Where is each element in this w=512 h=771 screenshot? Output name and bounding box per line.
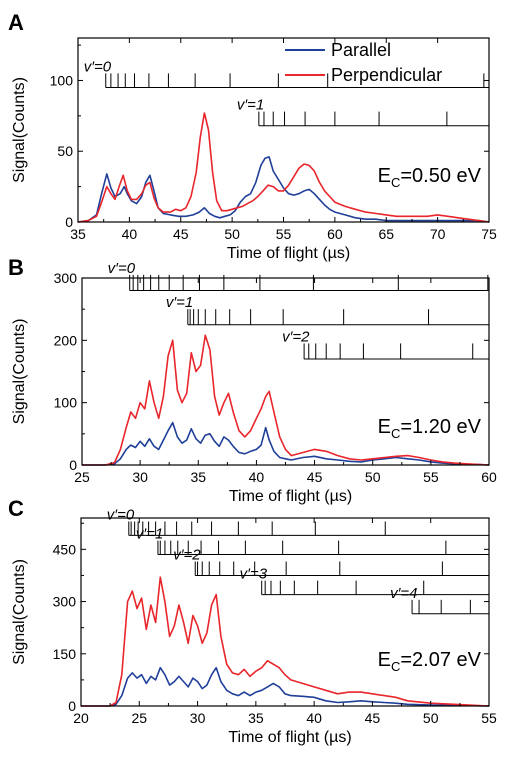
x-tick-label: 55	[276, 226, 292, 242]
x-tick-label: 70	[430, 226, 446, 242]
x-tick-label: 75	[481, 226, 497, 242]
energy-label-value: =0.50 eV	[400, 165, 481, 187]
x-tick-label: 20	[73, 710, 89, 726]
series-line-perpendicular	[82, 334, 490, 466]
x-tick-label: 40	[249, 469, 265, 485]
y-tick-label: 450	[53, 541, 77, 557]
y-axis-label: Signal(Counts)	[11, 77, 28, 183]
x-tick-label: 35	[70, 226, 86, 242]
legend-entry: Perpendicular	[331, 65, 442, 85]
axes-frame	[80, 517, 490, 707]
x-tick-label: 50	[224, 226, 240, 242]
x-tick-label: 30	[190, 710, 206, 726]
panel-letter: A	[8, 10, 24, 35]
series-line-parallel	[81, 666, 490, 707]
x-tick-label: 65	[378, 226, 394, 242]
x-tick-label: 30	[132, 469, 148, 485]
x-tick-label: 55	[423, 469, 439, 485]
energy-label-prefix: E	[378, 649, 391, 671]
y-axis-label: Signal(Counts)	[11, 559, 28, 665]
energy-label: EC=1.20 eV	[378, 416, 482, 441]
series-line-parallel	[82, 421, 490, 466]
x-tick-label: 50	[365, 469, 381, 485]
x-tick-label: 35	[190, 469, 206, 485]
progression-label: v′=1	[136, 526, 163, 543]
panel-letter: C	[8, 496, 24, 521]
x-tick-label: 25	[74, 469, 90, 485]
x-tick-label: 60	[327, 226, 343, 242]
x-axis-label: Time of flight (µs)	[227, 245, 350, 262]
x-tick-label: 25	[131, 710, 147, 726]
y-tick-label: 150	[53, 646, 77, 662]
energy-label: EC=2.07 eV	[378, 649, 482, 674]
x-tick-label: 40	[122, 226, 138, 242]
y-tick-label: 300	[54, 270, 78, 286]
y-tick-label: 50	[57, 143, 73, 159]
energy-label-sub: C	[391, 175, 400, 190]
energy-label-value: =1.20 eV	[400, 416, 481, 438]
y-tick-label: 0	[65, 214, 73, 230]
x-tick-label: 45	[365, 710, 381, 726]
legend-entry: Parallel	[331, 40, 391, 60]
x-tick-label: 60	[481, 469, 497, 485]
x-tick-label: 40	[306, 710, 322, 726]
series-line-parallel	[77, 156, 490, 223]
series-line-perpendicular	[81, 576, 490, 707]
energy-label-sub: C	[391, 659, 400, 674]
x-axis-label: Time of flight (µs)	[228, 729, 351, 746]
x-tick-label: 45	[307, 469, 323, 485]
y-tick-label: 100	[54, 395, 78, 411]
y-tick-label: 0	[69, 457, 77, 473]
progression-label: v′=2	[173, 547, 201, 564]
x-tick-label: 35	[248, 710, 264, 726]
x-tick-label: 55	[481, 710, 497, 726]
progression-label: v′=0	[108, 260, 136, 277]
panel-letter: B	[8, 255, 24, 280]
energy-label-sub: C	[391, 426, 400, 441]
legend: Parallel Perpendicular	[285, 40, 442, 85]
panel-a: Av′=0 v′=1 35 40 45 50 55 60 65 70 75 0 50 100 Time of…	[8, 10, 497, 262]
progression-label: v′=3	[240, 566, 268, 583]
progression-label: v′=1	[237, 97, 264, 114]
energy-label-prefix: E	[378, 416, 391, 438]
y-tick-label: 300	[53, 594, 77, 610]
y-axis-label: Signal(Counts)	[11, 319, 28, 425]
x-tick-label: 45	[173, 226, 189, 242]
y-tick-label: 0	[68, 698, 76, 714]
energy-label-prefix: E	[378, 165, 391, 187]
energy-label: EC=0.50 eV	[378, 165, 482, 190]
x-axis-label: Time of flight (µs)	[229, 488, 352, 505]
progression-label: v′=0	[84, 58, 112, 75]
progression-label: v′=4	[390, 585, 417, 602]
y-tick-label: 100	[50, 72, 74, 88]
energy-label-value: =2.07 eV	[400, 649, 481, 671]
x-tick-label: 50	[423, 710, 439, 726]
progression-label: v′=0	[107, 506, 135, 523]
progression-label: v′=2	[282, 328, 310, 345]
y-tick-label: 200	[54, 332, 78, 348]
series-line-perpendicular	[77, 112, 490, 223]
progression-label: v′=1	[166, 294, 193, 311]
